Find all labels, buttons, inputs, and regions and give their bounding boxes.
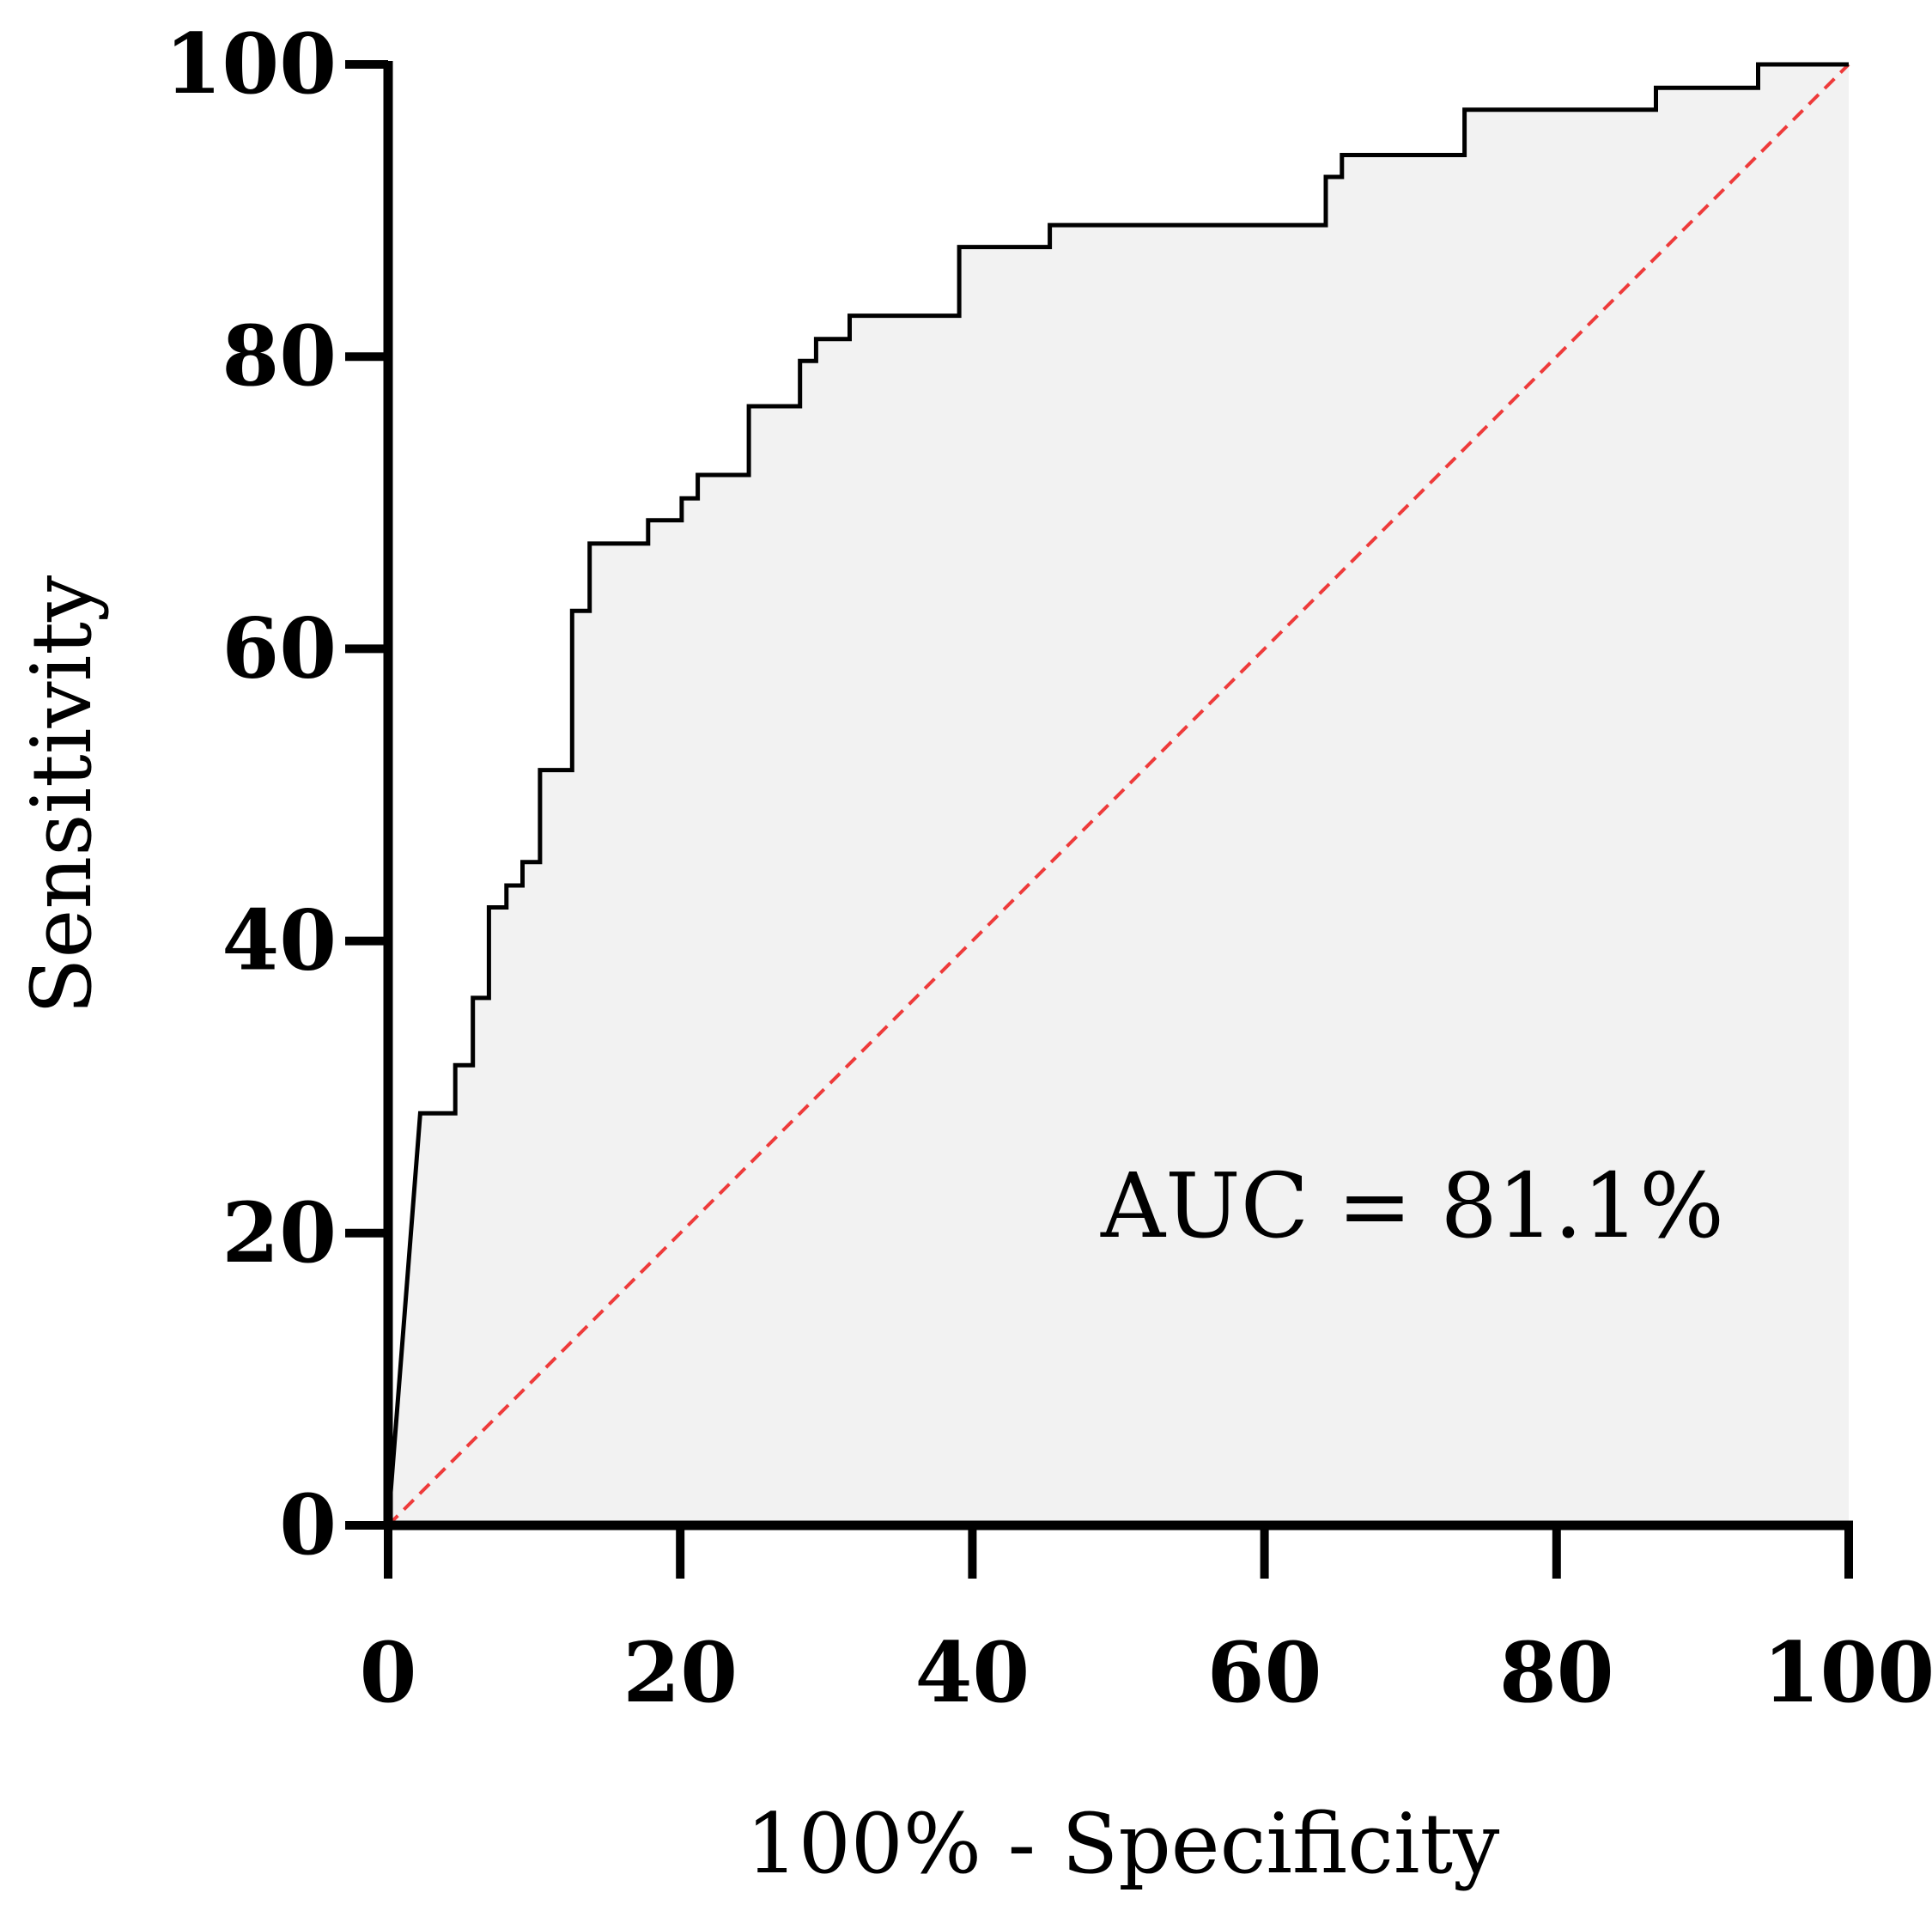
y-tick-label: 100 [165, 15, 337, 113]
x-axis-ticks: 0 20 40 60 80 100 [360, 1525, 1932, 1721]
reference-diagonal-line [386, 63, 1850, 1527]
y-tick-label: 0 [279, 1476, 337, 1573]
y-tick-label: 20 [222, 1184, 337, 1281]
x-tick-label: 60 [1207, 1624, 1322, 1721]
y-tick-label: 40 [222, 892, 337, 989]
roc-curve-line [386, 62, 1849, 1526]
x-tick-label: 0 [360, 1624, 417, 1721]
x-tick-label: 80 [1499, 1624, 1614, 1721]
auc-annotation: AUC = 81.1% [1100, 1153, 1724, 1258]
x-tick-label: 20 [623, 1624, 738, 1721]
y-tick-label: 80 [222, 307, 337, 405]
y-tick-label: 60 [222, 599, 337, 697]
y-axis-ticks: 0 20 40 60 80 100 [165, 15, 388, 1573]
y-axis-title: Sensitivity [14, 575, 110, 1014]
x-tick-label: 100 [1763, 1624, 1932, 1721]
x-tick-label: 40 [915, 1624, 1030, 1721]
x-axis-title: 100% - Specificity [746, 1796, 1500, 1892]
